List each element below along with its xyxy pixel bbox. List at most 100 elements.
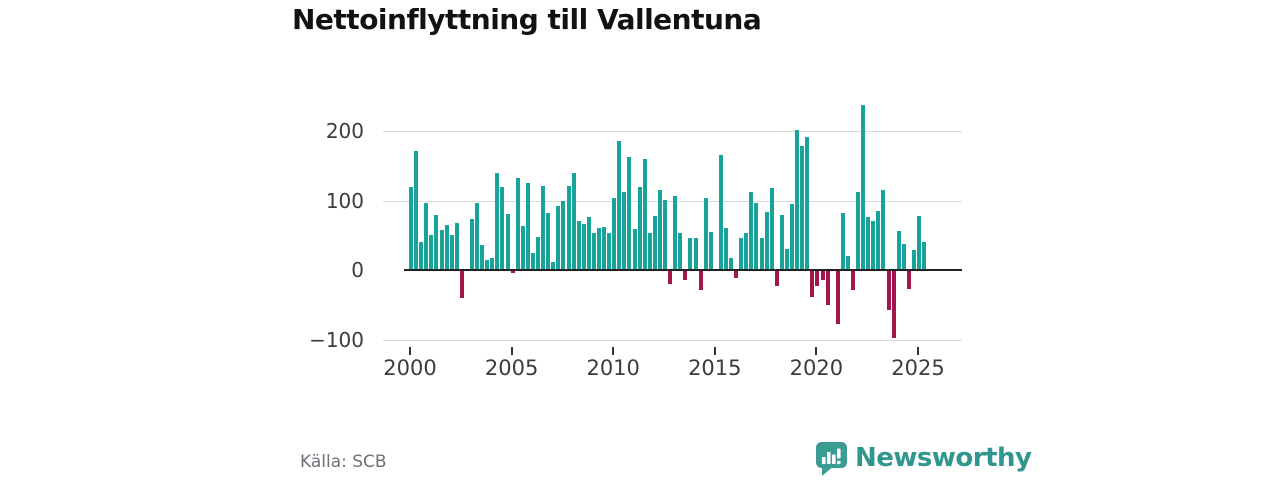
x-axis-tick	[917, 347, 919, 355]
bar-2003-q3	[480, 245, 485, 270]
bar-2009-q3	[602, 226, 606, 270]
bar-2015-q4	[729, 257, 733, 270]
bar-2009-q4	[607, 232, 612, 270]
bar-2015-q3	[724, 228, 728, 270]
x-axis-label: 2000	[383, 356, 437, 380]
bar-2013-q1	[673, 195, 678, 270]
bar-2006-q4	[546, 213, 551, 270]
bar-2022-q4	[871, 221, 876, 270]
bar-2005-q1	[510, 270, 515, 273]
bar-2024-q2	[901, 244, 906, 270]
bar-2023-q4	[891, 270, 896, 339]
bar-2013-q3	[683, 270, 688, 280]
bar-2012-q1	[652, 215, 657, 270]
bar-2002-q1	[449, 235, 454, 271]
x-axis-label: 2015	[688, 356, 742, 380]
bar-2010-q4	[627, 156, 632, 270]
bar-2010-q2	[617, 141, 622, 270]
bar-2008-q3	[581, 224, 586, 270]
bar-2022-q3	[866, 216, 871, 270]
y-gridline	[383, 131, 962, 132]
bar-2002-q2	[454, 223, 459, 270]
x-axis-label: 2025	[891, 356, 945, 380]
x-axis-label: 2005	[484, 356, 539, 380]
y-axis-label: 200	[325, 119, 364, 143]
bar-2007-q1	[551, 262, 556, 270]
bar-2020-q3	[825, 270, 830, 306]
bar-2021-q1	[835, 270, 840, 325]
bar-2025-q2	[922, 242, 927, 270]
bar-2024-q1	[896, 231, 901, 270]
bar-2000-q4	[424, 202, 429, 270]
bar-2017-q2	[759, 238, 764, 270]
bar-2011-q1	[632, 229, 637, 270]
bar-2004-q3	[500, 187, 505, 270]
bar-2003-q1	[470, 219, 474, 270]
bar-2003-q4	[485, 259, 490, 270]
bar-2023-q2	[881, 190, 886, 270]
bar-2001-q3	[439, 229, 444, 270]
branding-logo-text: Newsworthy	[855, 443, 1032, 473]
bar-2004-q4	[505, 213, 510, 270]
bar-2019-q2	[800, 145, 805, 270]
source-label: Källa: SCB	[300, 452, 387, 472]
bar-2016-q1	[734, 270, 739, 278]
bar-2008-q2	[576, 221, 581, 270]
bar-2020-q1	[815, 270, 820, 286]
bar-2018-q4	[790, 204, 794, 270]
zero-axis-line	[404, 269, 962, 271]
x-axis-label: 2010	[586, 356, 640, 380]
bar-2001-q4	[444, 224, 449, 270]
bar-2000-q3	[419, 242, 424, 270]
bar-2019-q4	[810, 270, 815, 298]
bar-2010-q3	[622, 192, 627, 270]
bar-2014-q3	[703, 198, 708, 270]
bar-2003-q2	[475, 202, 479, 270]
y-axis-label: 0	[351, 258, 364, 282]
x-axis-tick	[612, 347, 615, 355]
bar-2009-q1	[591, 232, 596, 270]
bar-2013-q2	[678, 232, 683, 270]
bar-2017-q3	[764, 212, 769, 270]
x-axis-tick	[815, 347, 818, 355]
newsworthy-logo-icon	[815, 441, 848, 477]
x-axis-tick	[713, 347, 716, 355]
bar-2000-q1	[409, 187, 413, 270]
bar-2018-q1	[774, 270, 779, 286]
bar-2019-q3	[805, 136, 810, 270]
bar-2018-q3	[784, 249, 789, 270]
bar-2023-q3	[886, 270, 891, 310]
y-axis-label: −100	[309, 327, 364, 352]
bar-2007-q4	[566, 185, 571, 270]
bar-2006-q1	[530, 252, 535, 270]
bar-2005-q3	[520, 226, 525, 270]
bar-2006-q2	[536, 236, 540, 270]
bar-2024-q3	[906, 270, 911, 289]
bar-2019-q1	[795, 130, 800, 270]
bar-2025-q1	[917, 215, 921, 270]
bar-2010-q1	[612, 198, 617, 270]
bar-2008-q4	[586, 217, 591, 270]
bar-2001-q2	[434, 215, 439, 270]
bar-2022-q2	[861, 105, 866, 270]
y-gridline	[383, 339, 962, 341]
bar-2005-q2	[515, 178, 520, 270]
bar-2018-q2	[779, 215, 784, 270]
bar-2021-q4	[851, 270, 855, 291]
y-gridline	[383, 200, 962, 202]
bar-2013-q4	[688, 238, 693, 270]
bar-2016-q3	[744, 232, 749, 270]
bar-2014-q1	[693, 238, 698, 270]
bar-2014-q4	[708, 231, 713, 270]
x-axis-label: 2020	[789, 356, 844, 380]
bar-2004-q2	[495, 172, 500, 270]
bar-2024-q4	[911, 249, 916, 270]
bar-2012-q2	[657, 190, 662, 270]
bar-2000-q2	[414, 150, 419, 270]
bar-2020-q2	[820, 270, 825, 280]
x-axis-tick	[409, 347, 411, 355]
bar-2012-q4	[668, 270, 673, 284]
page-title: Nettoinflyttning till Vallentuna	[292, 3, 762, 36]
x-axis-tick	[510, 347, 513, 355]
